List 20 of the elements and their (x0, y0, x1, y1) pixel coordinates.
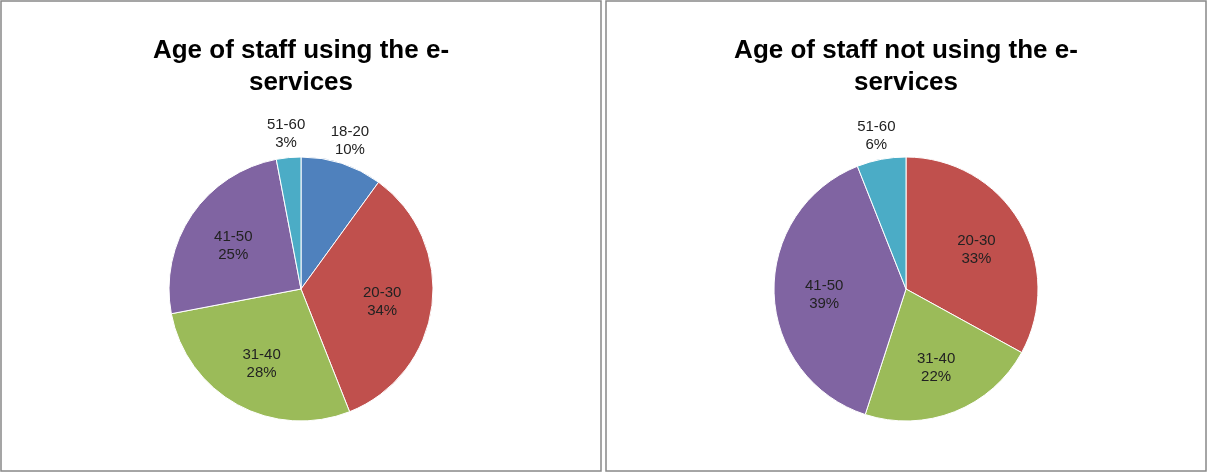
chart-title: Age of staff using the e-services (152, 34, 450, 96)
data-label: 6% (865, 135, 888, 153)
data-label: 34% (367, 301, 398, 319)
data-label: 28% (246, 362, 277, 380)
slice-label: 41-50 (214, 227, 253, 244)
data-label: 10% (334, 140, 365, 158)
slice-label: 51-60 (857, 117, 896, 135)
chart-title: Age of staff not using the e-services (734, 34, 1078, 96)
slice-label: 31-40 (916, 349, 956, 367)
slice-label: 41-50 (805, 275, 844, 293)
slice-label: 18-20 (330, 122, 370, 140)
data-label: 25% (218, 245, 249, 262)
data-label: 39% (809, 293, 840, 311)
slice-label: 31-40 (242, 344, 281, 362)
data-label: 3% (275, 133, 297, 151)
data-label: 22% (921, 367, 952, 385)
slice-label: 51-60 (266, 115, 306, 133)
slice-label: 20-30 (957, 231, 996, 249)
slice-label: 20-30 (363, 283, 402, 301)
data-label: 33% (961, 249, 992, 267)
